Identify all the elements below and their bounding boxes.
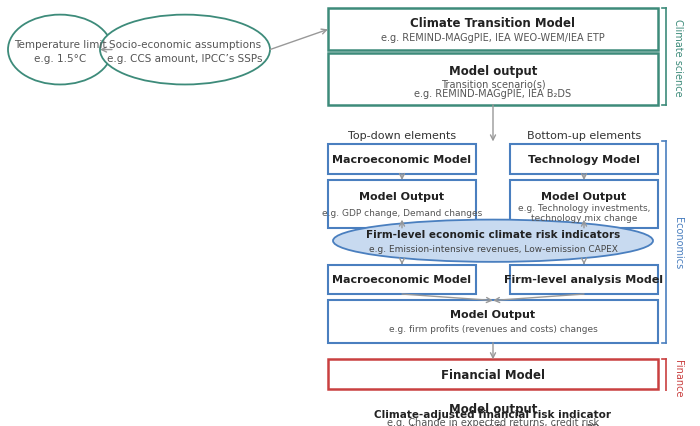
Text: Firm-level analysis Model: Firm-level analysis Model [505, 275, 664, 285]
Text: e.g. REMIND-MAGgPIE, IEA B₂DS: e.g. REMIND-MAGgPIE, IEA B₂DS [414, 89, 572, 99]
Text: technology mix change: technology mix change [531, 213, 637, 222]
Ellipse shape [333, 399, 653, 426]
Text: Model Output: Model Output [450, 310, 536, 320]
Text: Macroeconomic Model: Macroeconomic Model [332, 155, 472, 164]
Text: e.g. Emission-intensive revenues, Low-emission CAPEX: e.g. Emission-intensive revenues, Low-em… [369, 244, 617, 253]
Text: Financial Model: Financial Model [441, 368, 545, 380]
Text: Economics: Economics [673, 216, 683, 269]
Bar [510, 265, 658, 294]
Text: e.g. REMIND-MAGgPIE, IEA WEO-WEM/IEA ETP: e.g. REMIND-MAGgPIE, IEA WEO-WEM/IEA ETP [381, 32, 605, 43]
Bar [328, 145, 476, 174]
Text: e.g. 1.5°C: e.g. 1.5°C [34, 54, 86, 63]
Text: Macroeconomic Model: Macroeconomic Model [332, 275, 472, 285]
Text: Finance: Finance [673, 359, 683, 397]
Bar [328, 181, 476, 228]
Text: Top-down elements: Top-down elements [348, 131, 456, 141]
Text: e.g. CCS amount, IPCC’s SSPs: e.g. CCS amount, IPCC’s SSPs [107, 54, 262, 63]
Text: e.g. firm profits (revenues and costs) changes: e.g. firm profits (revenues and costs) c… [389, 325, 597, 334]
Text: Technology Model: Technology Model [528, 155, 640, 164]
Text: Model Output: Model Output [359, 191, 444, 201]
Text: Temperature limit: Temperature limit [14, 40, 106, 50]
Ellipse shape [8, 16, 112, 85]
Text: Bottom-up elements: Bottom-up elements [527, 131, 641, 141]
Text: e.g. GDP change, Demand changes: e.g. GDP change, Demand changes [322, 208, 482, 217]
Bar [328, 395, 658, 426]
Bar [510, 181, 658, 228]
Text: Transition scenario(s): Transition scenario(s) [441, 79, 545, 89]
Ellipse shape [333, 220, 653, 262]
Text: Socio-economic assumptions: Socio-economic assumptions [109, 40, 261, 50]
Bar [328, 301, 658, 343]
Text: Climate science: Climate science [673, 19, 683, 96]
Bar [328, 9, 658, 52]
Bar [328, 54, 658, 106]
Bar [510, 145, 658, 174]
Text: e.g. Change in expected returns, credit risk: e.g. Change in expected returns, credit … [387, 417, 599, 426]
Text: e.g. climate-adjusted VaR, climate-adjusted PD: e.g. climate-adjusted VaR, climate-adjus… [386, 423, 600, 426]
Text: e.g. Technology investments,: e.g. Technology investments, [518, 204, 650, 213]
Text: Climate-adjusted financial risk indicator: Climate-adjusted financial risk indicato… [374, 409, 612, 419]
Bar [328, 360, 658, 389]
Text: Model output: Model output [449, 65, 537, 78]
Text: Model Output: Model Output [541, 191, 626, 201]
Bar [328, 265, 476, 294]
Text: Firm-level economic climate risk indicators: Firm-level economic climate risk indicat… [366, 230, 620, 240]
Ellipse shape [100, 16, 270, 85]
Text: Climate Transition Model: Climate Transition Model [410, 17, 575, 29]
Text: Model output: Model output [449, 402, 537, 415]
